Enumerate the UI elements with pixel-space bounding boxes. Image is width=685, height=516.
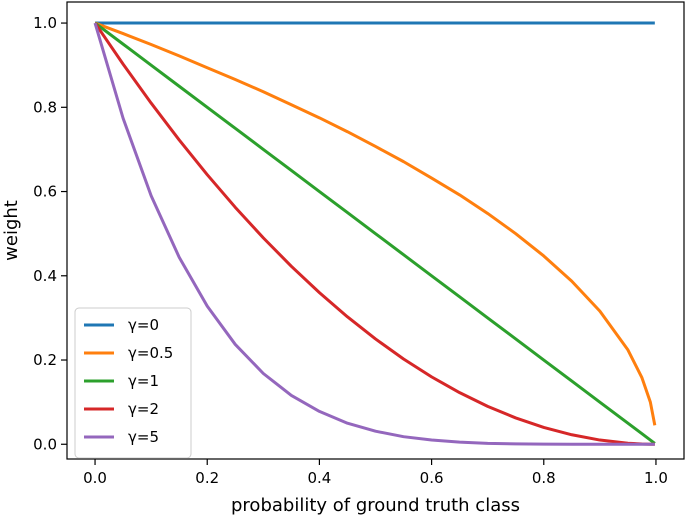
- series-layer: [93, 21, 657, 446]
- legend-label-1: γ=0.5: [128, 344, 173, 362]
- legend-box: [74, 307, 192, 459]
- plot-frame: [66, 1, 685, 460]
- series-line-2: [94, 21, 656, 445]
- y-axis: 0.0 0.2 0.4 0.6 0.8 1.0: [33, 14, 67, 453]
- series-line-4: [93, 22, 655, 446]
- x-tick-label: 0.0: [83, 469, 107, 487]
- legend-label-0: γ=0: [128, 316, 159, 334]
- legend-label-2: γ=1: [128, 372, 159, 390]
- x-axis-label: probability of ground truth class: [231, 495, 520, 516]
- legend: γ=0 γ=0.5 γ=1 γ=2 γ=5: [74, 307, 192, 459]
- x-axis: 0.0 0.2 0.4 0.6 0.8 1.0: [83, 459, 668, 487]
- y-tick-label: 1.0: [33, 14, 57, 32]
- y-axis-label: weight: [1, 200, 22, 261]
- x-tick-label: 0.6: [420, 469, 444, 487]
- y-tick-label: 0.6: [33, 183, 57, 201]
- x-tick-label: 0.2: [195, 469, 219, 487]
- y-tick-label: 0.0: [33, 435, 57, 453]
- y-tick-label: 0.2: [33, 351, 57, 369]
- x-tick-label: 1.0: [644, 469, 668, 487]
- legend-label-4: γ=5: [128, 428, 159, 446]
- x-tick-label: 0.4: [307, 469, 331, 487]
- y-tick-label: 0.4: [33, 267, 57, 285]
- series-line-3: [93, 22, 655, 446]
- legend-label-3: γ=2: [128, 400, 159, 418]
- y-tick-label: 0.8: [33, 98, 57, 116]
- series-line-1: [94, 21, 657, 426]
- x-tick-label: 0.8: [532, 469, 556, 487]
